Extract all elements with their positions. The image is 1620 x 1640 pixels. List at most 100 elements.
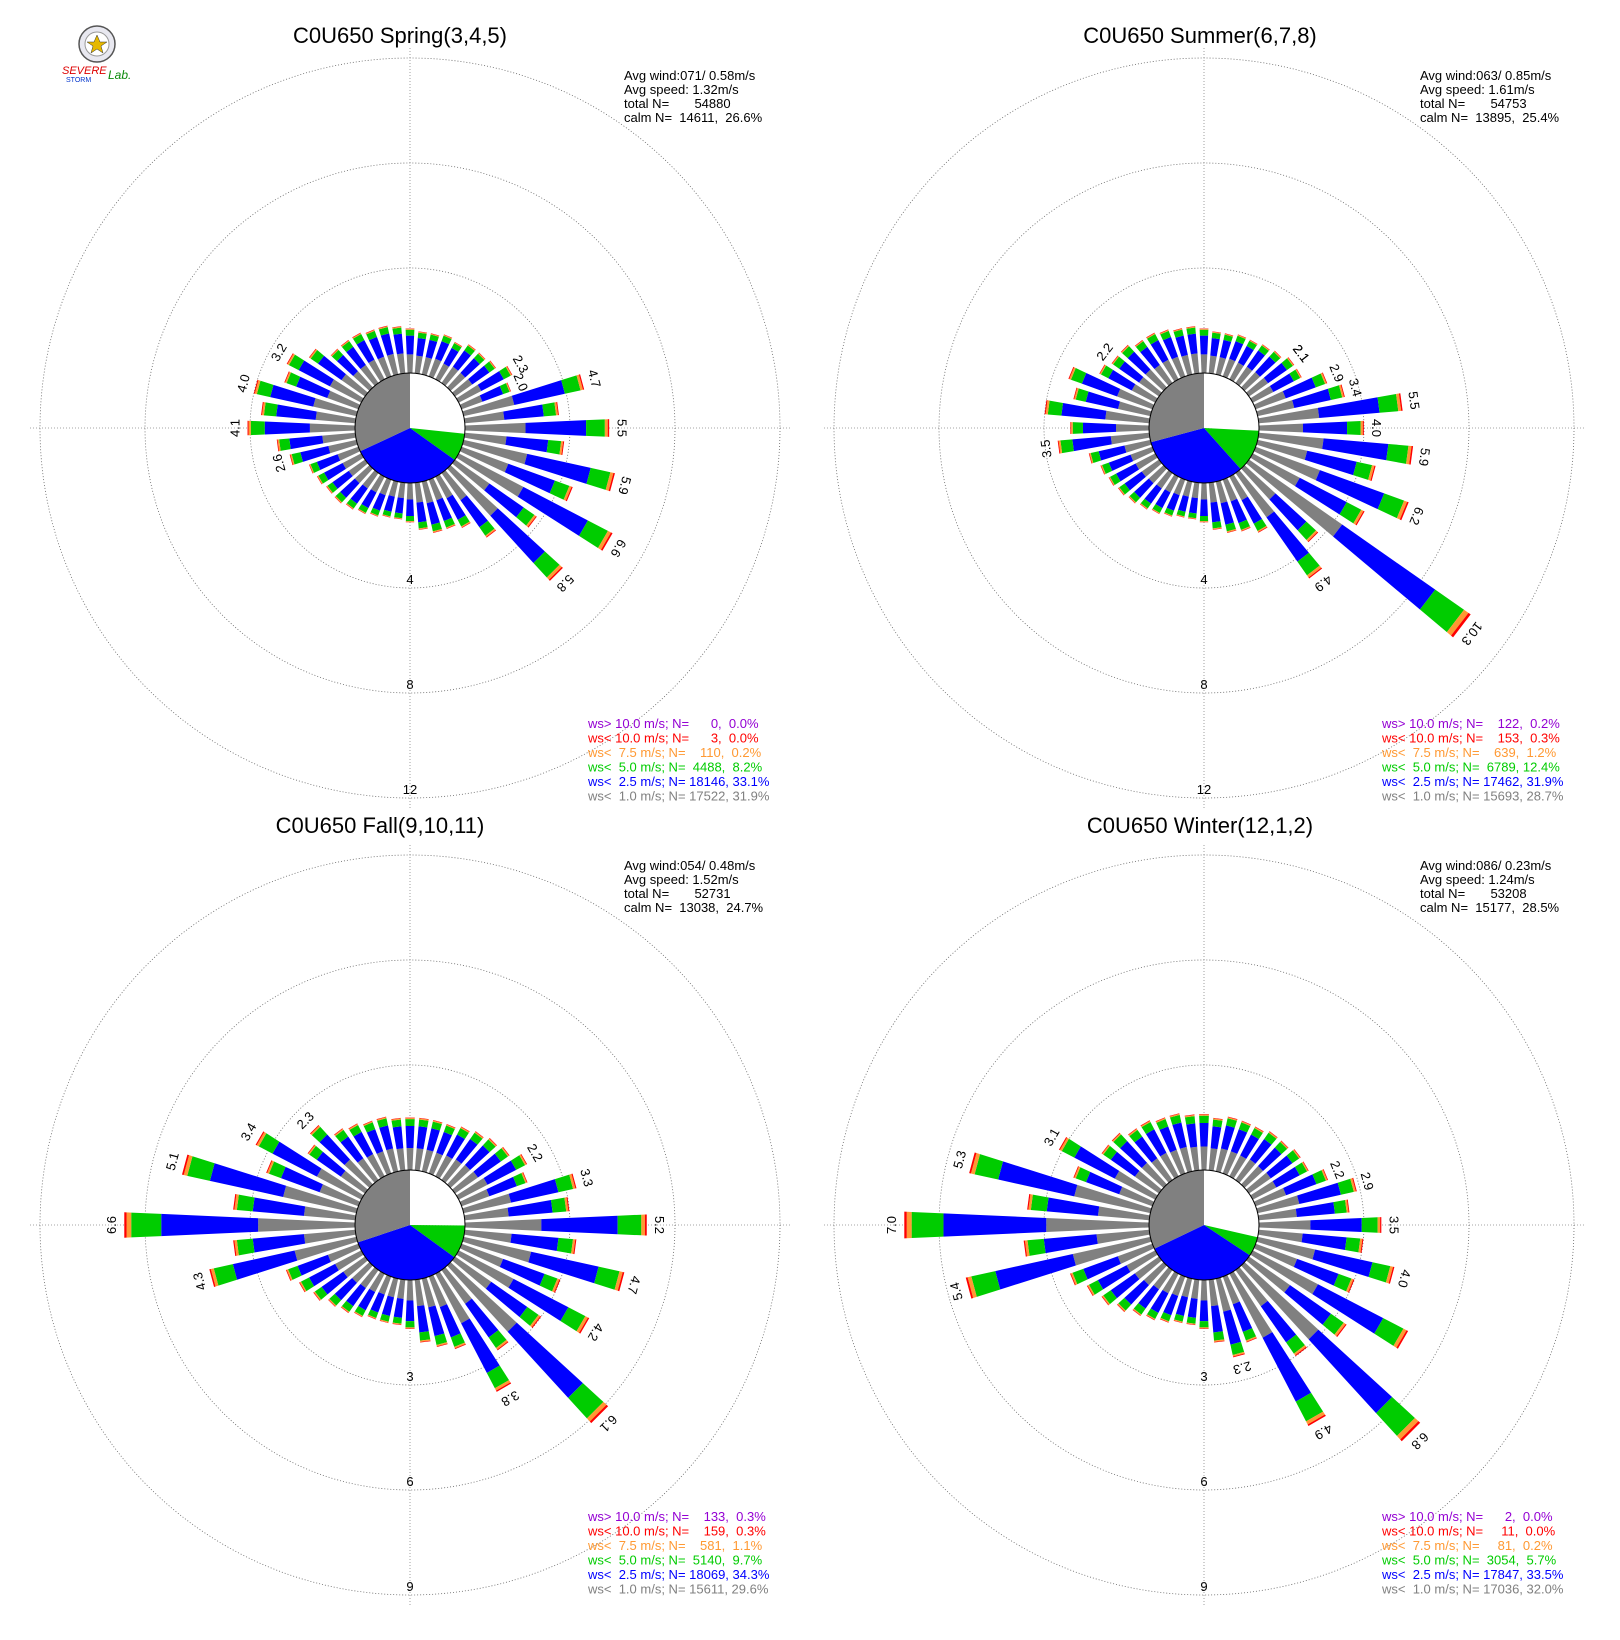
petal-segment-ws_lt_1: [1139, 377, 1162, 397]
petal-segment-ws_lt_1: [1141, 1162, 1167, 1188]
petal-segment-ws_lt_10: [446, 524, 456, 530]
petal-segment-ws_lt_5: [1377, 393, 1399, 413]
petal-segment-ws_lt_1: [462, 1193, 512, 1214]
petal-segment-ws_lt_5: [486, 1365, 510, 1389]
petal-segment-ws_lt_10: [316, 476, 323, 485]
info-line: total N= 52731: [624, 886, 731, 901]
petal-segment-ws_lt_5: [482, 1139, 496, 1153]
petal-segment-ws_lt_2_5: [289, 435, 324, 450]
petal-segment-ws_lt_5: [309, 1145, 323, 1160]
petal-segment-ws_lt_5: [1060, 439, 1074, 454]
petal-segment-ws_lt_5: [1253, 518, 1267, 532]
petal-segment-ws_lt_10: [340, 339, 349, 347]
petal-segment-ws_lt_1: [1253, 391, 1286, 410]
petal-segment-ws_lt_7_5: [1152, 508, 1160, 514]
petal-segment-ws_lt_1: [303, 1229, 356, 1244]
legend-entry-ws_lt_1: ws< 1.0 m/s; N= 15693, 28.7%: [1381, 789, 1564, 804]
petal-segment-ws_lt_2_5: [1210, 501, 1221, 523]
petal-segment-ws_lt_2_5: [272, 1141, 322, 1177]
petal-segment-ws_lt_2_5: [504, 463, 555, 494]
pie-calm: [1204, 1170, 1259, 1238]
petal-segment-ws_lt_7_5: [552, 1278, 560, 1293]
petal-segment-ws_lt_5: [568, 1383, 604, 1419]
petal-segment-ws_lt_5: [1264, 1132, 1277, 1145]
petal-segment-ws_lt_5: [1361, 1217, 1378, 1233]
ring-8: [938, 162, 1470, 694]
petal-segment-ws_lt_2_5: [1159, 1126, 1177, 1153]
petal-segment-ws_lt_2_5: [460, 495, 488, 528]
petal-segment-ws_lt_7_5: [1070, 1272, 1078, 1285]
petal-segment-ws_lt_2_5: [1293, 1258, 1339, 1286]
direction-value-label: 2.9: [1358, 1171, 1377, 1192]
petal-segment-ws_lt_2_5: [528, 1251, 599, 1284]
petal-segment-ws_lt_2_5: [464, 1145, 490, 1171]
petal-segment-ws_lt_7_5: [1257, 525, 1268, 533]
petal-segment-ws_lt_7_5: [554, 402, 559, 416]
pie-ws-lt-1: [355, 1170, 410, 1243]
petal-segment-ws_lt_7_5: [1241, 526, 1251, 531]
petal-segment-ws_lt_2_5: [435, 341, 450, 362]
petal-segment-ws_lt_1: [1250, 453, 1300, 487]
petal-segment-ws_lt_7_5: [485, 528, 496, 537]
petal-segment-ws_lt_7_5: [641, 1214, 645, 1236]
petal-segment-ws_lt_1: [1241, 465, 1276, 500]
petal-segment-ws_lt_1: [1215, 357, 1226, 376]
petal-segment-ws_lt_10: [566, 1197, 570, 1212]
petal-segment-ws_lt_7_5: [352, 333, 362, 339]
petal-segment-ws_lt_5: [1135, 341, 1148, 353]
wind-rose-panel-3: 3 6 9 2.2 3.3 5.2 4.7 4.2 6.1 3.8 4.3 6.6 5.1 3.4 2.3 C…: [30, 813, 790, 1605]
petal-segment-ws_lt_5: [473, 353, 485, 365]
petal-segment-ws_lt_1: [414, 482, 424, 503]
petal-segment-ws_lt_1: [464, 432, 507, 445]
petal-segment-ws_lt_10: [345, 503, 354, 510]
info-line: Avg wind:086/ 0.23m/s: [1420, 858, 1552, 873]
legend-entry-ws_lt_7_5: ws< 7.5 m/s; N= 110, 0.2%: [587, 745, 762, 760]
petal-segment-ws_lt_1: [1134, 1256, 1162, 1280]
info-line: Avg wind:071/ 0.58m/s: [624, 68, 756, 83]
petal-segment-ws_lt_1: [1229, 474, 1248, 501]
petal-segment-ws_lt_7_5: [1293, 1345, 1307, 1356]
petal-segment-ws_lt_5: [470, 1132, 483, 1145]
petal-segment-ws_lt_1: [447, 1164, 471, 1188]
petal-segment-ws_lt_7_5: [1334, 1322, 1346, 1337]
petal-segment-ws_lt_2_5: [1292, 388, 1331, 409]
petal-segment-ws_lt_5: [464, 345, 475, 356]
petal-segment-ws_lt_5: [1176, 509, 1186, 517]
petal-segment-ws_lt_1: [1154, 364, 1173, 386]
petal-segment-ws_lt_1: [353, 371, 373, 391]
petal-segment-ws_lt_7_5: [1346, 1278, 1354, 1293]
legend-entry-ws_lt_2_5: ws< 2.5 m/s; N= 17847, 33.5%: [1381, 1567, 1564, 1582]
petal-segment-ws_lt_5: [346, 498, 358, 509]
petal-segment-ws_lt_10: [1173, 328, 1183, 331]
petal-segment-ws_lt_7_5: [906, 1211, 912, 1239]
petal-segment-ws_lt_1: [464, 411, 505, 424]
direction-value-label: 4.1: [227, 419, 242, 437]
petal-segment-ws_lt_5: [1129, 491, 1141, 503]
petal-segment-ws_lt_7_5: [489, 360, 496, 369]
petal-segment-ws_lt_1: [456, 1250, 514, 1288]
petal-segment-ws_lt_7_5: [379, 1319, 389, 1323]
petal-segment-ws_lt_1: [1258, 432, 1324, 449]
petal-segment-ws_lt_5: [335, 491, 347, 503]
petal-segment-ws_lt_5: [1119, 483, 1130, 495]
petal-segment-ws_lt_1: [1162, 1271, 1179, 1294]
petal-segment-ws_lt_5: [1269, 351, 1281, 363]
petal-segment-ws_lt_5: [1225, 522, 1236, 532]
petal-segment-ws_lt_2_5: [436, 497, 452, 522]
petal-segment-ws_lt_10: [382, 515, 391, 518]
petal-segment-ws_lt_10: [1307, 1414, 1326, 1426]
direction-value-label: 2.3: [1232, 1358, 1253, 1377]
petal-segment-ws_lt_1: [1074, 1184, 1152, 1214]
petal-segment-ws_lt_1: [337, 446, 361, 461]
petal-segment-ws_lt_2_5: [446, 494, 466, 520]
petal-segment-ws_lt_2_5: [1294, 477, 1347, 515]
petal-segment-ws_lt_10: [1388, 1266, 1395, 1284]
petal-segment-ws_lt_7_5: [1350, 1178, 1356, 1192]
petal-segment-ws_lt_7_5: [1385, 1266, 1394, 1284]
petal-segment-ws_lt_7_5: [432, 528, 443, 533]
petal-segment-ws_lt_5: [370, 507, 380, 516]
petal-segment-ws_lt_1: [1153, 1267, 1173, 1290]
petal-segment-ws_lt_7_5: [309, 349, 318, 359]
petal-segment-ws_lt_5: [1188, 512, 1197, 519]
petal-segment-ws_lt_2_5: [384, 495, 395, 512]
